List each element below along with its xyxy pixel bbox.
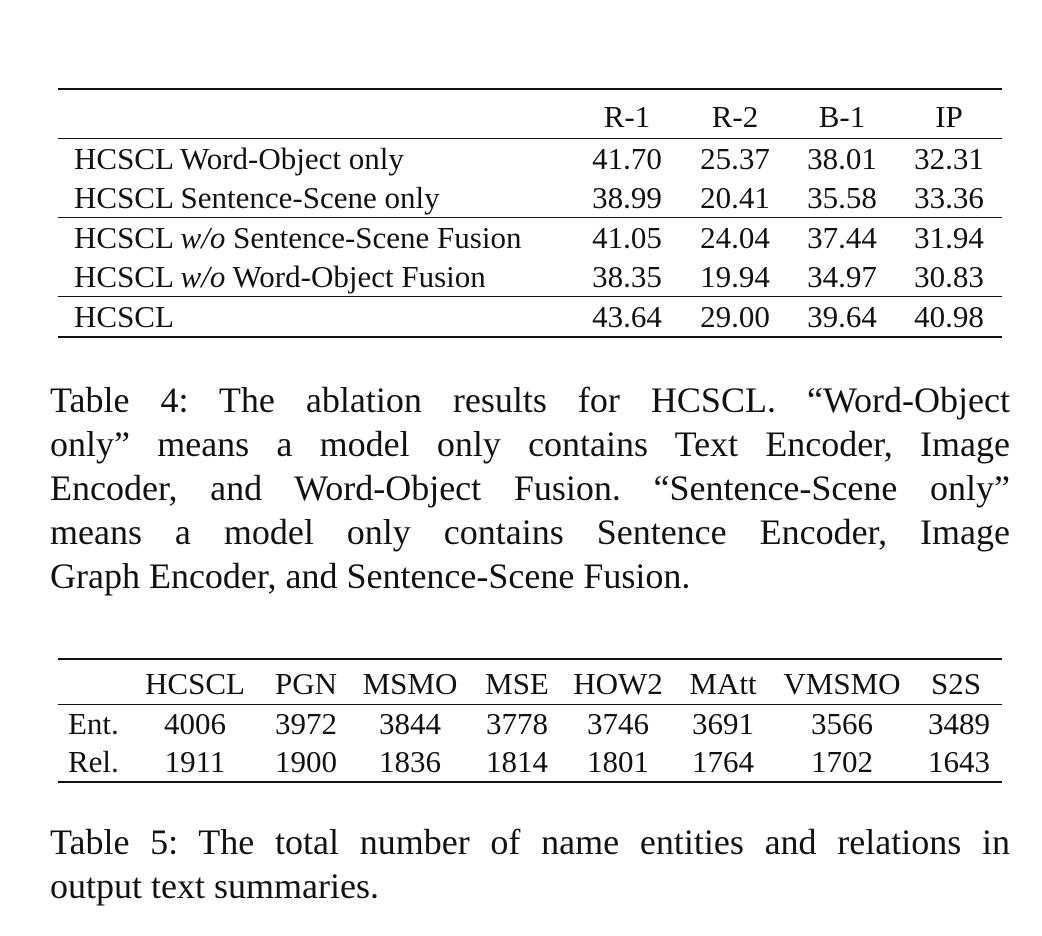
table-cell: 1836	[379, 744, 441, 779]
table-cell: 1900	[275, 744, 337, 779]
column-header: R-2	[711, 99, 759, 134]
row-label: HCSCL	[74, 299, 174, 334]
row-label: Ent.	[68, 706, 119, 741]
column-header: MSMO	[362, 666, 458, 701]
table-cell: 43.64	[592, 299, 662, 334]
row-label: HCSCL Sentence-Scene only	[74, 180, 440, 215]
table-cell: 1702	[811, 744, 873, 779]
table-cell: 3778	[486, 706, 548, 741]
caption-line: Table 4: The ablation results for HCSCL.…	[50, 380, 1010, 420]
table-cell: 1814	[486, 744, 548, 779]
table-5: HCSCL PGN MSMO MSE HOW2 MAtt VMSMO S2S E…	[58, 658, 1002, 783]
table-header-rule	[58, 138, 1002, 139]
table-cell: 38.35	[592, 259, 662, 294]
table-cell: 20.41	[700, 180, 770, 215]
table-cell: 1911	[164, 744, 226, 779]
column-header: IP	[935, 99, 963, 134]
row-label: HCSCL w/o Sentence-Scene Fusion	[74, 220, 522, 255]
table-cell: 1764	[692, 744, 754, 779]
caption-line: Table 5: The total number of name entiti…	[50, 822, 1010, 862]
table-top-rule	[58, 88, 1002, 90]
table-cell: 37.44	[807, 220, 877, 255]
table-cell: 38.01	[807, 141, 877, 176]
table-header-row: R-1 R-2 B-1 IP	[58, 90, 1002, 138]
table-bottom-rule	[58, 781, 1002, 783]
row-label: Rel.	[68, 744, 119, 779]
table-cell: 41.70	[592, 141, 662, 176]
row-label: HCSCL Word-Object only	[74, 141, 404, 176]
table-row: HCSCL w/o Sentence-Scene Fusion 41.05 24…	[58, 218, 1002, 257]
table-group-rule	[58, 296, 1002, 297]
table-cell: 35.58	[807, 180, 877, 215]
table-cell: 33.36	[914, 180, 984, 215]
table-top-rule	[58, 658, 1002, 660]
column-header: HCSCL	[145, 666, 245, 701]
table-cell: 40.98	[914, 299, 984, 334]
column-header: HOW2	[573, 666, 663, 701]
table-cell: 1801	[587, 744, 649, 779]
table-cell: 39.64	[807, 299, 877, 334]
table-cell: 3489	[928, 706, 990, 741]
table-cell: 1643	[928, 744, 990, 779]
caption-line: means a model only contains Sentence Enc…	[50, 512, 1010, 552]
caption-line: output text summaries.	[50, 866, 379, 906]
table-row: Ent. 4006 3972 3844 3778 3746 3691 3566 …	[58, 705, 1002, 743]
table-group-rule	[58, 217, 1002, 218]
caption-line: only” means a model only contains Text E…	[50, 424, 1010, 464]
table-cell: 34.97	[807, 259, 877, 294]
table-cell: 3746	[587, 706, 649, 741]
table-cell: 30.83	[914, 259, 984, 294]
table-row: HCSCL w/o Word-Object Fusion 38.35 19.94…	[58, 257, 1002, 296]
caption-line: Encoder, and Word-Object Fusion. “Senten…	[50, 468, 1010, 508]
table-4: R-1 R-2 B-1 IP HCSCL Word-Object only 41…	[58, 88, 1002, 338]
column-header: B-1	[818, 99, 866, 134]
row-label: HCSCL w/o Word-Object Fusion	[74, 259, 486, 294]
table-cell: 24.04	[700, 220, 770, 255]
caption-line: Graph Encoder, and Sentence-Scene Fusion…	[50, 556, 691, 596]
table-header-rule	[58, 704, 1002, 705]
table-cell: 4006	[164, 706, 226, 741]
column-header: MAtt	[689, 666, 757, 701]
table-bottom-rule	[58, 336, 1002, 338]
table-4-caption: Table 4: The ablation results for HCSCL.…	[50, 378, 1010, 598]
table-cell: 3972	[275, 706, 337, 741]
table-cell: 3566	[811, 706, 873, 741]
table-row: HCSCL Sentence-Scene only 38.99 20.41 35…	[58, 178, 1002, 217]
table-5-caption: Table 5: The total number of name entiti…	[50, 820, 1010, 908]
table-row: HCSCL 43.64 29.00 39.64 40.98	[58, 297, 1002, 336]
table-cell: 3691	[692, 706, 754, 741]
table-cell: 38.99	[592, 180, 662, 215]
table-cell: 32.31	[914, 141, 984, 176]
table-cell: 19.94	[700, 259, 770, 294]
table-cell: 41.05	[592, 220, 662, 255]
table-row: Rel. 1911 1900 1836 1814 1801 1764 1702 …	[58, 743, 1002, 781]
table-cell: 3844	[379, 706, 441, 741]
column-header: PGN	[274, 666, 337, 701]
column-header: MSE	[485, 666, 549, 701]
column-header: R-1	[603, 99, 651, 134]
table-cell: 29.00	[700, 299, 770, 334]
table-header-row: HCSCL PGN MSMO MSE HOW2 MAtt VMSMO S2S	[58, 660, 1002, 704]
table-cell: 25.37	[700, 141, 770, 176]
table-row: HCSCL Word-Object only 41.70 25.37 38.01…	[58, 139, 1002, 178]
column-header: S2S	[931, 666, 981, 701]
column-header: VMSMO	[783, 666, 901, 701]
table-cell: 31.94	[914, 220, 984, 255]
